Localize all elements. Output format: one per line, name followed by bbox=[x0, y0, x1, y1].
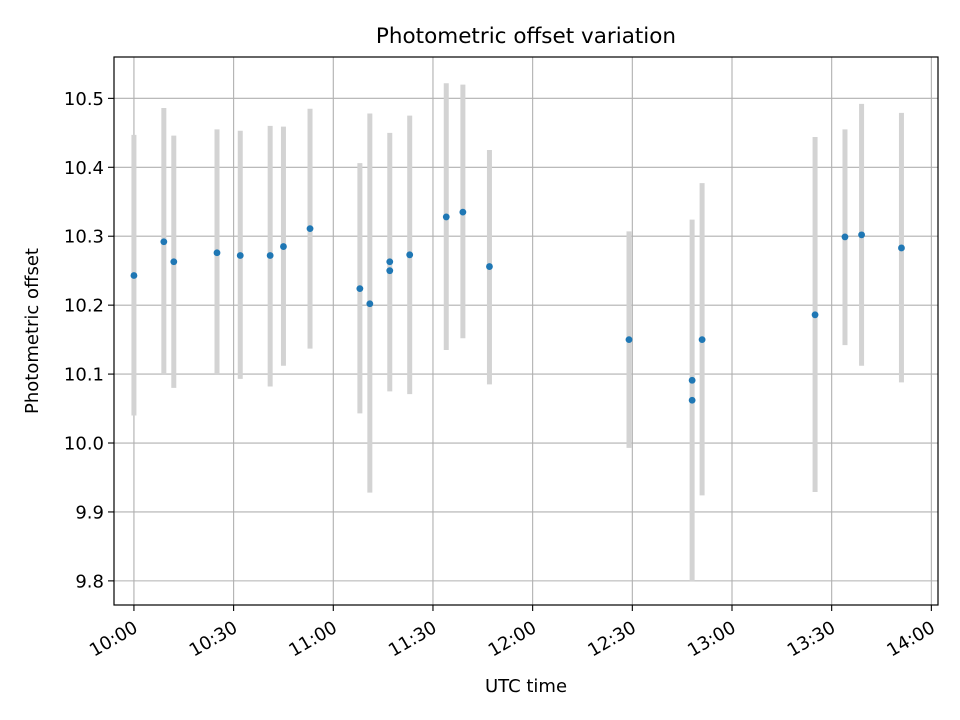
y-tick-label: 9.8 bbox=[75, 571, 104, 592]
data-point bbox=[306, 225, 314, 233]
data-point bbox=[486, 263, 493, 270]
data-point bbox=[356, 285, 364, 293]
y-tick-label: 10.0 bbox=[64, 434, 104, 455]
data-point bbox=[130, 272, 138, 279]
y-axis-label: Photometric offset bbox=[22, 248, 43, 414]
y-tick-label: 9.9 bbox=[75, 502, 104, 523]
data-point bbox=[160, 238, 168, 246]
data-point bbox=[698, 336, 706, 344]
data-point bbox=[898, 244, 905, 252]
data-point bbox=[688, 376, 696, 384]
data-point bbox=[170, 258, 178, 266]
data-points bbox=[130, 208, 905, 404]
data-point bbox=[858, 231, 865, 239]
data-point bbox=[688, 396, 696, 404]
data-point bbox=[459, 208, 467, 216]
y-tick-label: 10.3 bbox=[64, 227, 104, 248]
chart-title: Photometric offset variation bbox=[376, 24, 676, 49]
y-tick-label: 10.1 bbox=[64, 365, 104, 386]
data-point bbox=[236, 252, 244, 259]
data-point bbox=[386, 258, 394, 266]
data-point bbox=[386, 267, 394, 275]
y-axis-ticks: 9.8 9.9 10.0 10.1 10.2 10.3 10.4 10.5 bbox=[64, 89, 114, 592]
data-point bbox=[213, 249, 221, 257]
data-point bbox=[280, 243, 287, 250]
data-point bbox=[811, 311, 819, 319]
data-point bbox=[266, 252, 274, 259]
data-point bbox=[625, 336, 633, 344]
data-point bbox=[406, 251, 414, 259]
data-point bbox=[442, 213, 450, 221]
plot-frame bbox=[113, 56, 939, 606]
x-axis-label: UTC time bbox=[485, 676, 567, 697]
y-tick-label: 10.5 bbox=[64, 89, 104, 110]
data-point bbox=[366, 300, 374, 308]
y-tick-label: 10.2 bbox=[64, 296, 104, 317]
y-tick-label: 10.4 bbox=[64, 158, 104, 179]
data-point bbox=[841, 233, 849, 241]
grid-lines bbox=[114, 57, 938, 605]
